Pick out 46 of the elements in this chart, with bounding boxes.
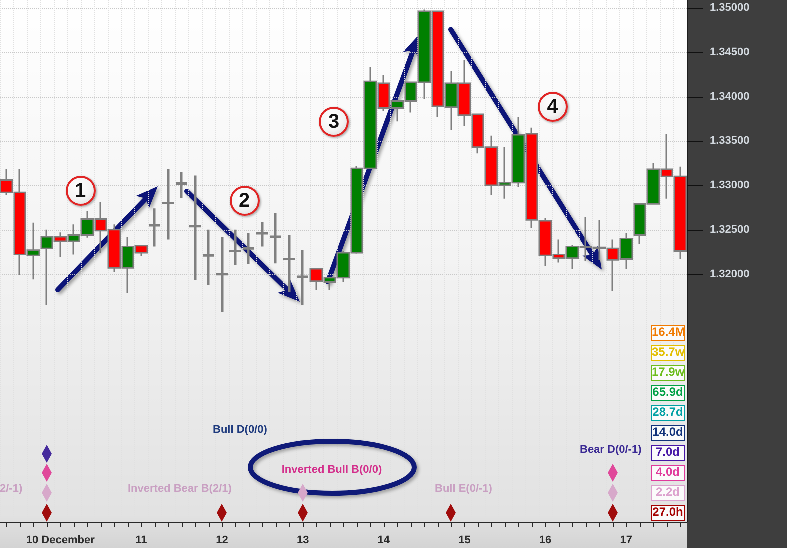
x-tick-label: 10 December xyxy=(26,534,96,546)
annotation: Bull E(0/-1) xyxy=(435,482,492,496)
candlestick xyxy=(215,236,230,314)
x-tick-label: 15 xyxy=(458,534,471,546)
candlestick xyxy=(255,220,270,248)
annotation: 7.0d xyxy=(651,445,685,461)
y-tick-label: 1.35000 xyxy=(710,2,750,14)
y-tick-label: 1.34000 xyxy=(710,90,750,103)
y-tick-label: 1.34500 xyxy=(710,46,750,58)
annotation: Inverted Bear B(2/1) xyxy=(128,482,232,496)
x-tick-label: 14 xyxy=(378,534,391,546)
y-tick-label: 1.32000 xyxy=(710,268,750,280)
annotation: Inverted Bull B(0/0) xyxy=(282,464,382,476)
x-tick-label: 17 xyxy=(620,534,633,546)
candlestick xyxy=(188,174,203,282)
annotation: 28.7d xyxy=(651,405,685,421)
y-tick-label: 1.33500 xyxy=(710,135,750,148)
annotation: 2/-1) xyxy=(0,482,23,496)
annotation: 16.4M xyxy=(651,325,686,341)
annotation: 14.0d xyxy=(651,425,685,441)
annotation: Bear D(0/-1) xyxy=(580,444,642,456)
candlestick xyxy=(242,232,256,266)
x-tick-label: 12 xyxy=(216,534,228,546)
annotation: 2 xyxy=(230,186,260,216)
candlestick xyxy=(148,207,162,248)
y-tick-label: 1.33000 xyxy=(710,180,750,192)
annotation: 3 xyxy=(319,107,349,137)
annotation: 35.7w xyxy=(651,345,685,361)
annotation: 1 xyxy=(66,176,96,206)
candlestick xyxy=(161,168,176,241)
annotation: 4 xyxy=(538,92,568,122)
candlestick xyxy=(282,234,297,294)
annotation: 17.9w xyxy=(651,365,685,381)
candlestick xyxy=(175,170,189,200)
x-tick-label: 11 xyxy=(136,534,148,546)
annotation: 2.2d xyxy=(651,485,685,501)
annotation: Bull D(0/0) xyxy=(213,424,268,436)
candlestick xyxy=(269,212,283,265)
annotation: 27.0h xyxy=(651,505,685,521)
x-tick-label: 13 xyxy=(296,534,310,546)
candlestick xyxy=(202,228,216,286)
candlestick xyxy=(228,228,243,267)
annotation: 65.9d xyxy=(651,385,685,401)
annotation: 4.0d xyxy=(651,465,685,481)
x-tick-label: 16 xyxy=(539,534,552,546)
y-tick-label: 1.32500 xyxy=(710,224,750,236)
